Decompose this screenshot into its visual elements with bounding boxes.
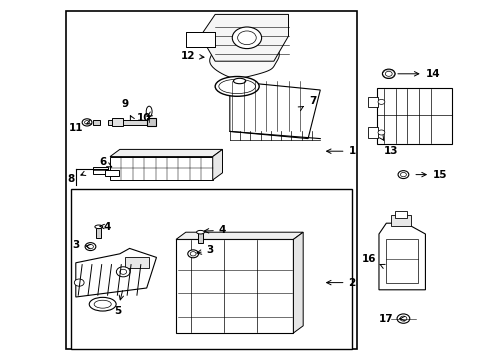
Ellipse shape [95,225,102,229]
Text: 3: 3 [197,245,213,255]
Circle shape [120,269,126,274]
Polygon shape [209,37,279,78]
Ellipse shape [146,106,152,117]
Text: 11: 11 [68,120,92,133]
Text: 4: 4 [100,222,111,232]
Ellipse shape [94,300,111,308]
Bar [107,120,146,125]
Text: 10: 10 [137,112,152,123]
Bar [394,211,406,218]
Bar [198,233,203,243]
Text: 6: 6 [99,157,112,167]
Polygon shape [378,223,425,290]
Polygon shape [212,149,222,180]
Ellipse shape [232,27,261,49]
Bar [176,239,293,333]
Circle shape [377,99,384,104]
Text: 3: 3 [72,240,91,250]
Ellipse shape [397,171,408,179]
Bar [251,84,264,90]
Bar [66,11,356,349]
Ellipse shape [89,297,116,311]
Polygon shape [110,149,222,157]
Ellipse shape [396,314,409,323]
Ellipse shape [85,243,96,251]
Ellipse shape [382,69,394,78]
Ellipse shape [87,244,93,249]
Polygon shape [176,232,303,239]
Circle shape [82,119,92,126]
Ellipse shape [196,230,204,234]
Text: 5: 5 [114,291,123,316]
Text: 14: 14 [397,69,439,79]
Bar [96,228,101,238]
Bar [71,189,351,349]
Bar [112,118,123,126]
Bar [386,239,417,283]
Ellipse shape [215,77,259,96]
Bar [105,170,119,176]
Polygon shape [76,248,156,297]
Text: 12: 12 [181,51,203,61]
Bar [390,215,410,226]
Ellipse shape [385,71,391,76]
Text: 8: 8 [67,171,86,184]
Polygon shape [293,232,303,333]
Ellipse shape [187,250,198,258]
Bar [93,167,107,174]
Text: 9: 9 [121,99,134,121]
Ellipse shape [190,252,196,256]
Circle shape [116,267,130,277]
Circle shape [84,121,89,124]
Text: 17: 17 [378,314,404,324]
Bar [110,157,212,180]
Bar [93,120,100,125]
Ellipse shape [218,79,255,94]
Bar [146,118,155,126]
Text: 7: 7 [298,96,316,111]
Bar [185,32,215,47]
Ellipse shape [399,316,406,321]
Polygon shape [229,81,320,139]
Text: 16: 16 [361,254,385,269]
Polygon shape [200,14,288,61]
Bar [367,127,377,138]
Text: 4: 4 [204,225,226,235]
Circle shape [377,130,384,135]
Ellipse shape [233,78,245,84]
Text: 15: 15 [415,170,447,180]
Ellipse shape [237,31,256,45]
Text: 2: 2 [326,278,355,288]
Ellipse shape [400,172,406,177]
Bar [124,257,149,268]
Bar [367,97,377,107]
Bar [376,88,451,144]
Circle shape [74,279,84,286]
Text: 1: 1 [326,146,355,156]
Text: 13: 13 [379,135,398,156]
